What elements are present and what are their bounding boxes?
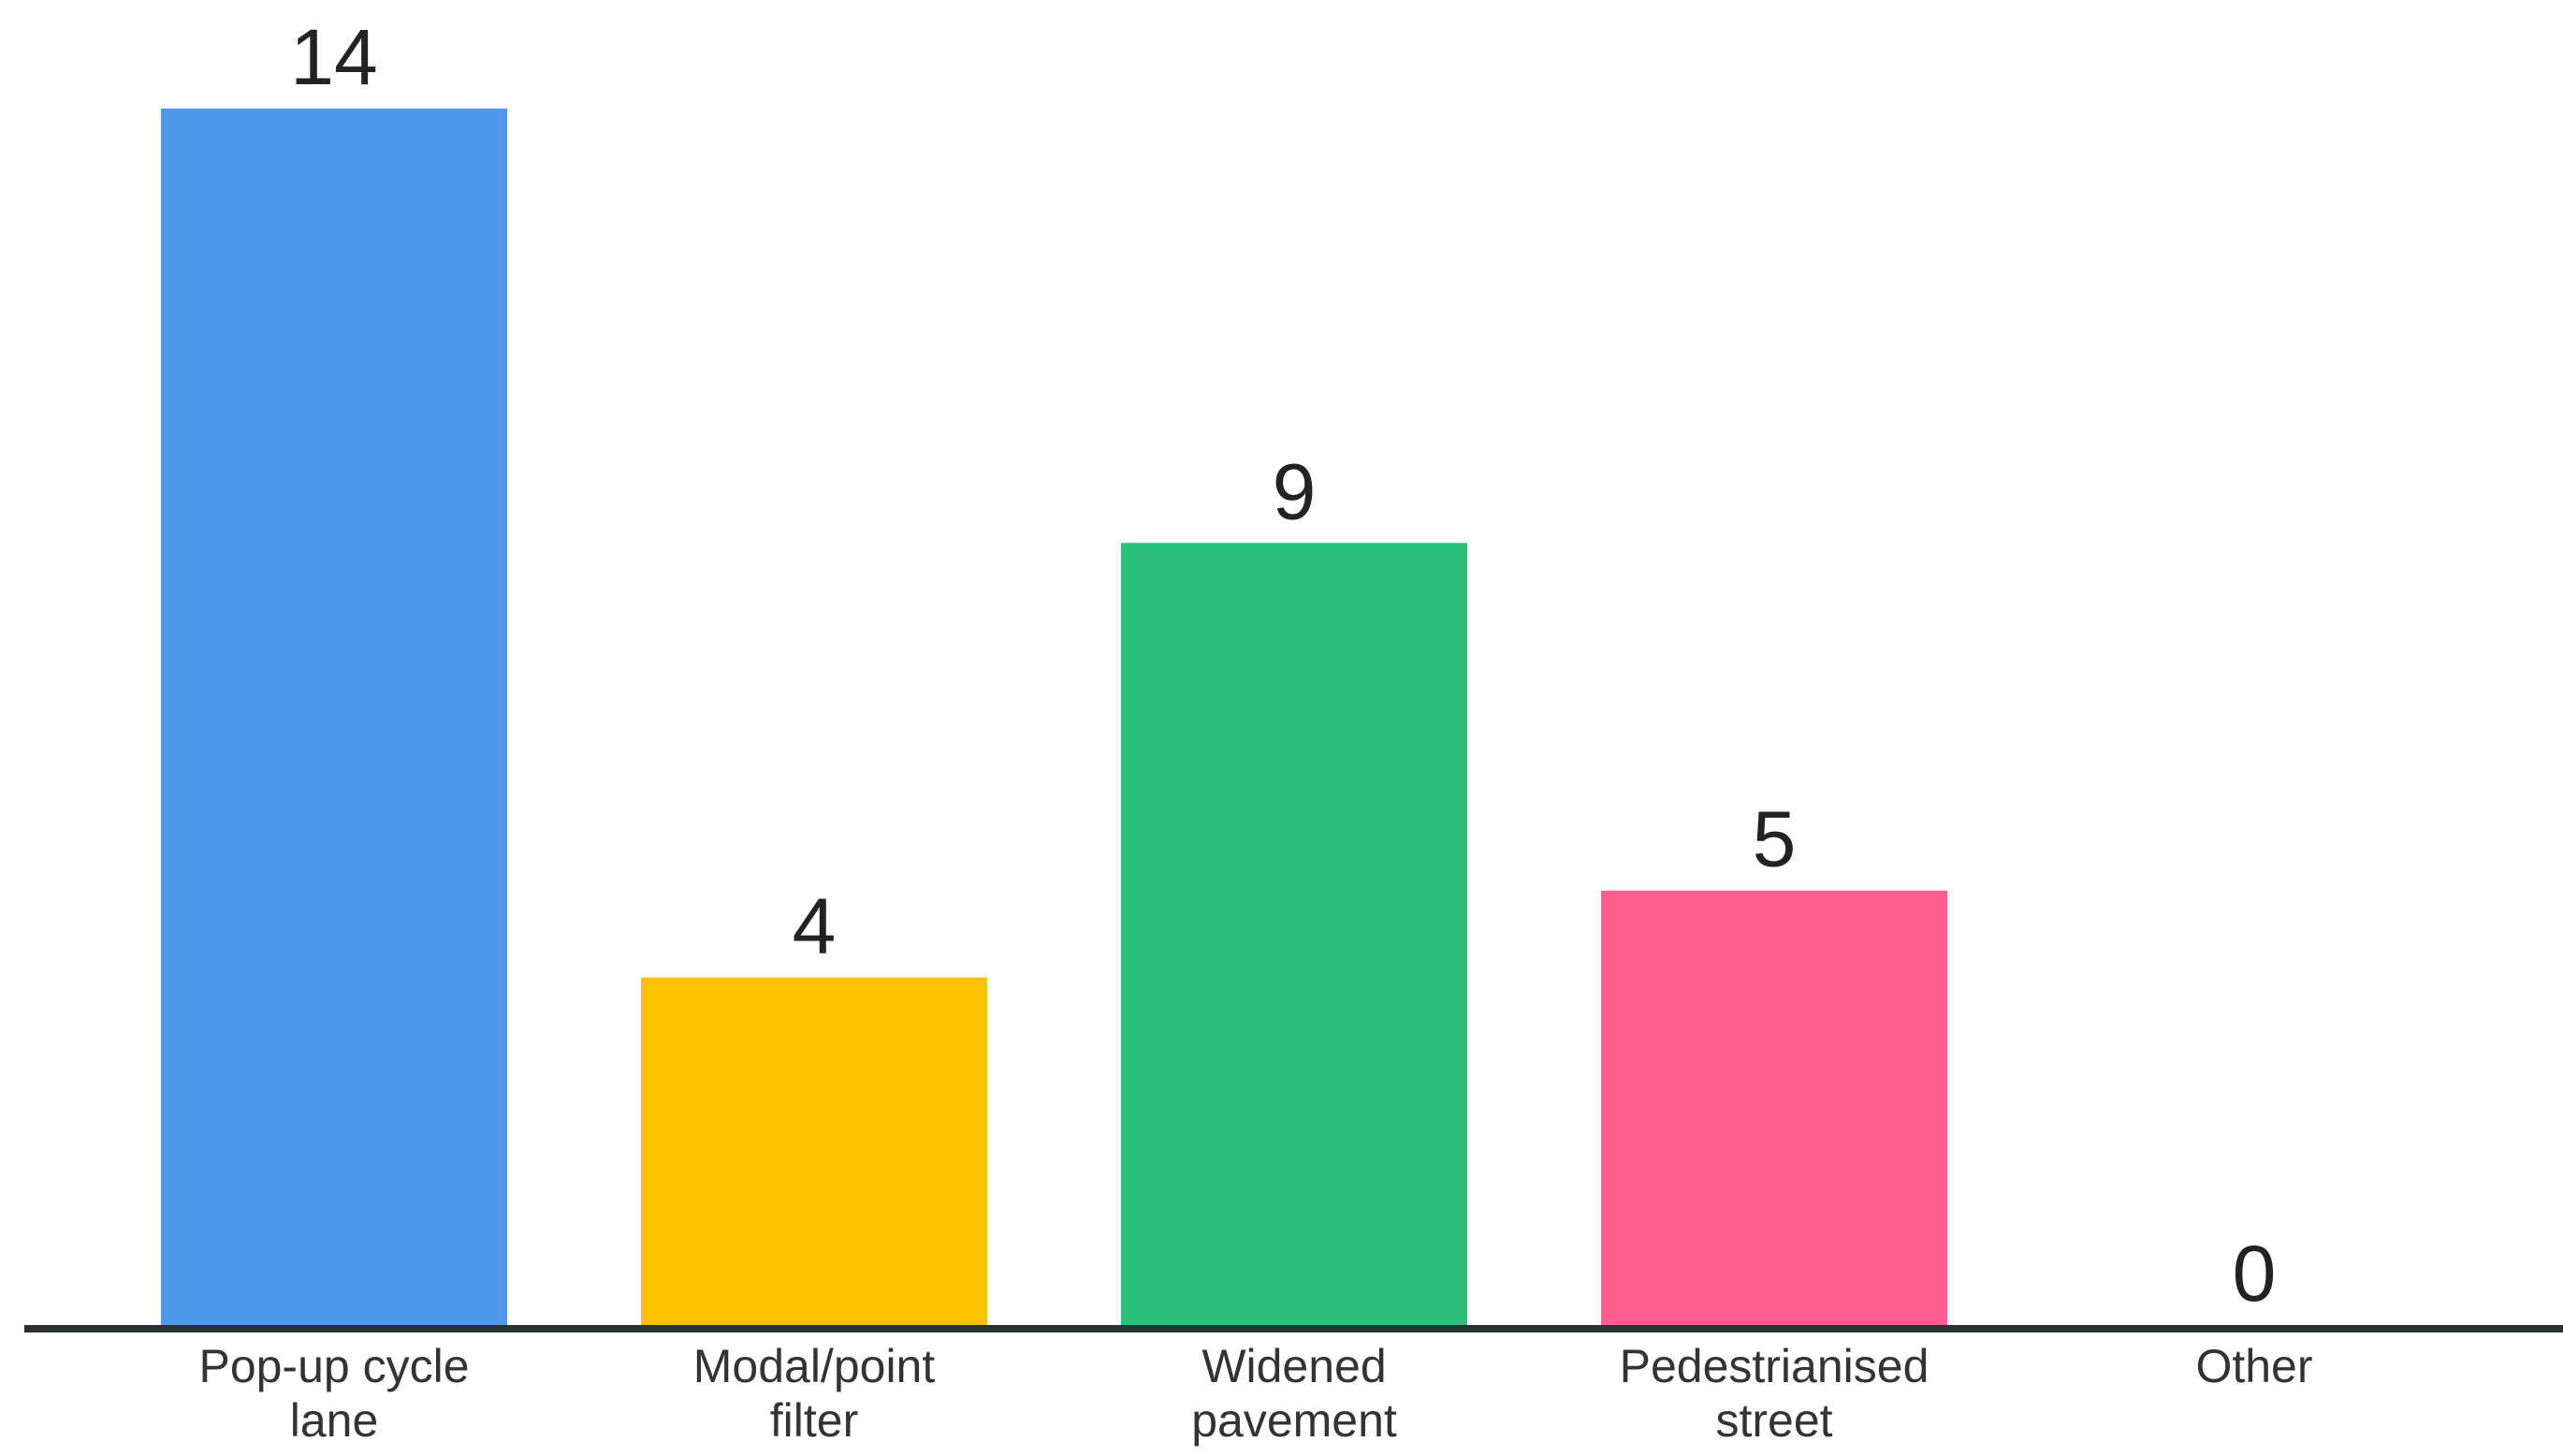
bar [1121, 543, 1467, 1325]
bar [641, 977, 987, 1325]
category-tick-label: Pedestrianised [1620, 1340, 1930, 1392]
bar-value-label: 4 [793, 882, 837, 970]
category-tick-label: pavement [1191, 1394, 1397, 1447]
category-tick-label: filter [770, 1394, 858, 1447]
bar-value-label: 5 [1753, 795, 1797, 883]
category-tick-label: Other [2195, 1340, 2312, 1392]
category-tick-label: Modal/point [693, 1340, 936, 1392]
category-tick-label: street [1715, 1394, 1832, 1447]
bar [161, 109, 507, 1325]
value-labels-layer: 14 4 9 5 0 [290, 13, 2276, 1318]
bar [1601, 890, 1947, 1325]
bar-value-label: 14 [290, 13, 377, 101]
bar-value-label: 0 [2233, 1230, 2277, 1318]
category-tick-label: Widened [1201, 1340, 1386, 1392]
category-tick-label: Pop-up cycle [198, 1340, 469, 1392]
bars-layer [161, 109, 1947, 1325]
bar-value-label: 9 [1273, 447, 1317, 535]
category-tick-label: lane [290, 1394, 379, 1447]
